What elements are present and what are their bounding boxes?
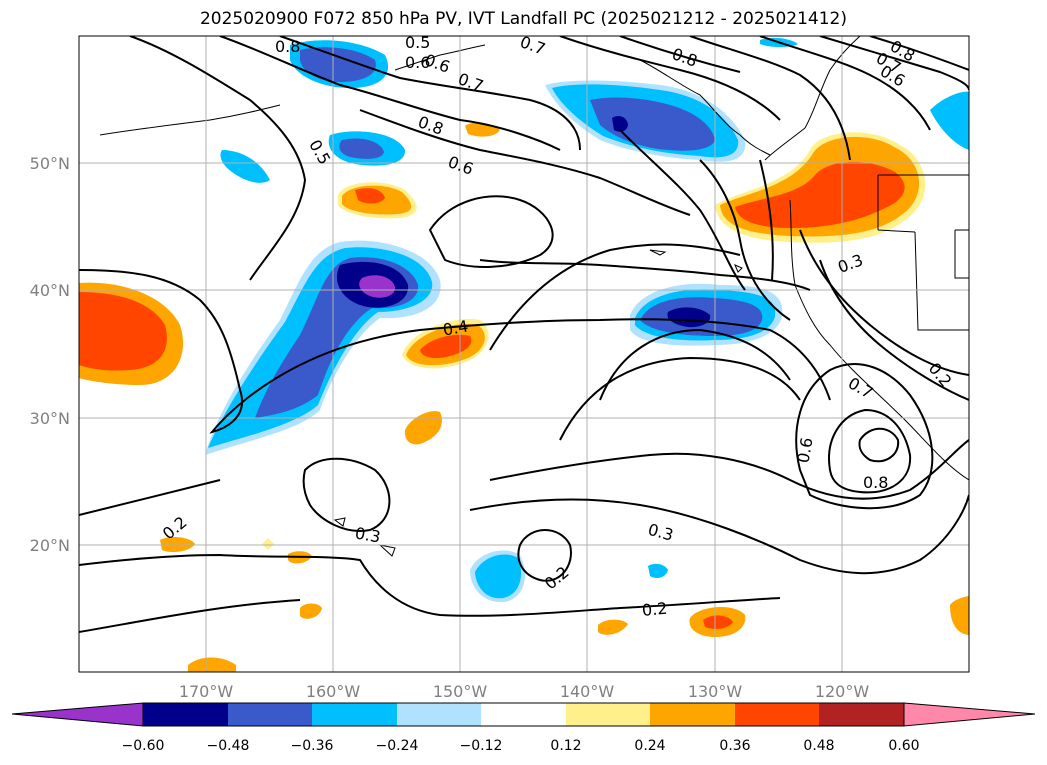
- positive-anomaly-region-strong: [703, 615, 733, 629]
- lon-label: 130°W: [688, 682, 743, 701]
- colorbar-tick-label: −0.24: [376, 738, 419, 754]
- map-frame: [78, 35, 970, 673]
- negative-anomaly-core: [612, 116, 628, 132]
- negative-anomaly-region-strong: [300, 47, 376, 82]
- contour-label: 0.6: [405, 53, 430, 72]
- colorbar-segment: [735, 703, 819, 726]
- lon-label: 150°W: [433, 682, 488, 701]
- colorbar-frame: [142, 702, 905, 727]
- colorbar-extend-right: [903, 702, 1036, 727]
- negative-anomaly-region-strong: [590, 97, 715, 151]
- ivt-contour-layer: [79, 36, 969, 633]
- contour-label: 0.8: [275, 37, 300, 56]
- positive-anomaly-region-strong: [355, 188, 385, 204]
- positive-anomaly-region: [262, 538, 274, 550]
- map-title: 2025020900 F072 850 hPa PV, IVT Landfall…: [199, 9, 847, 29]
- colorbar-segment: [228, 703, 312, 726]
- colorbar-tick-label: 0.60: [888, 738, 919, 754]
- positive-anomaly-region: [598, 619, 628, 635]
- contour-label: 0.4: [441, 316, 469, 339]
- colorbar-segment: [143, 703, 228, 726]
- contour-label: 0.3: [354, 523, 382, 546]
- contour-label: 0.8: [863, 473, 888, 492]
- colorbar-segment: [819, 703, 904, 726]
- colorbar-segment: [312, 703, 397, 726]
- negative-anomaly-region-strong: [339, 138, 384, 159]
- colorbar-tick-label: 0.24: [634, 738, 665, 754]
- positive-anomaly-region: [188, 657, 236, 672]
- coastline-layer: [99, 36, 969, 557]
- colorbar-segment: [397, 703, 481, 726]
- negative-anomaly-core-extreme: [359, 275, 396, 298]
- lat-label: 20°N: [30, 536, 70, 555]
- negative-anomaly-region: [220, 150, 270, 183]
- colorbar-segment: [481, 703, 566, 726]
- colorbar-tick-label: 0.36: [719, 738, 750, 754]
- lat-label: 30°N: [30, 409, 70, 428]
- colorbar-tick-label: 0.12: [550, 738, 581, 754]
- lon-label: 140°W: [560, 682, 615, 701]
- colorbar-tick-label: −0.60: [122, 738, 165, 754]
- positive-anomaly-region-strong: [420, 334, 472, 358]
- positive-anomaly-region: [300, 603, 322, 619]
- lon-label: 120°W: [815, 682, 870, 701]
- positive-anomaly-region: [950, 596, 969, 635]
- colorbar-tick-label: −0.12: [460, 738, 503, 754]
- latitude-labels: 50°N 40°N 30°N 20°N: [30, 154, 70, 555]
- negative-anomaly-region: [930, 91, 969, 150]
- colorbar-tick-label: −0.36: [291, 738, 334, 754]
- negative-anomaly-core: [667, 307, 711, 328]
- positive-anomaly-region: [404, 411, 442, 445]
- colorbar-tick-label: −0.48: [207, 738, 250, 754]
- contour-label: 0.2: [641, 599, 668, 620]
- lon-label: 160°W: [306, 682, 361, 701]
- positive-anomaly-region-strong: [735, 161, 905, 228]
- negative-anomaly-region-mid: [475, 554, 522, 599]
- colorbar-tick-label: 0.48: [803, 738, 834, 754]
- gridlines: [79, 36, 969, 672]
- lat-label: 40°N: [30, 281, 70, 300]
- lat-label: 50°N: [30, 154, 70, 173]
- contour-label: 0.6: [793, 436, 816, 464]
- colorbar-segment: [566, 703, 650, 726]
- contour-label: 0.5: [405, 33, 430, 52]
- longitude-labels: 170°W 160°W 150°W 140°W 130°W 120°W: [179, 682, 870, 701]
- colorbar-extend-left: [11, 702, 144, 727]
- colorbar: −0.60 −0.48 −0.36 −0.24 −0.12 0.12 0.24 …: [11, 702, 1036, 754]
- negative-anomaly-region: [648, 563, 668, 578]
- positive-anomaly-region: [160, 536, 195, 552]
- positive-anomaly-region-core: [79, 292, 167, 371]
- lon-label: 170°W: [179, 682, 234, 701]
- colorbar-segment: [650, 703, 735, 726]
